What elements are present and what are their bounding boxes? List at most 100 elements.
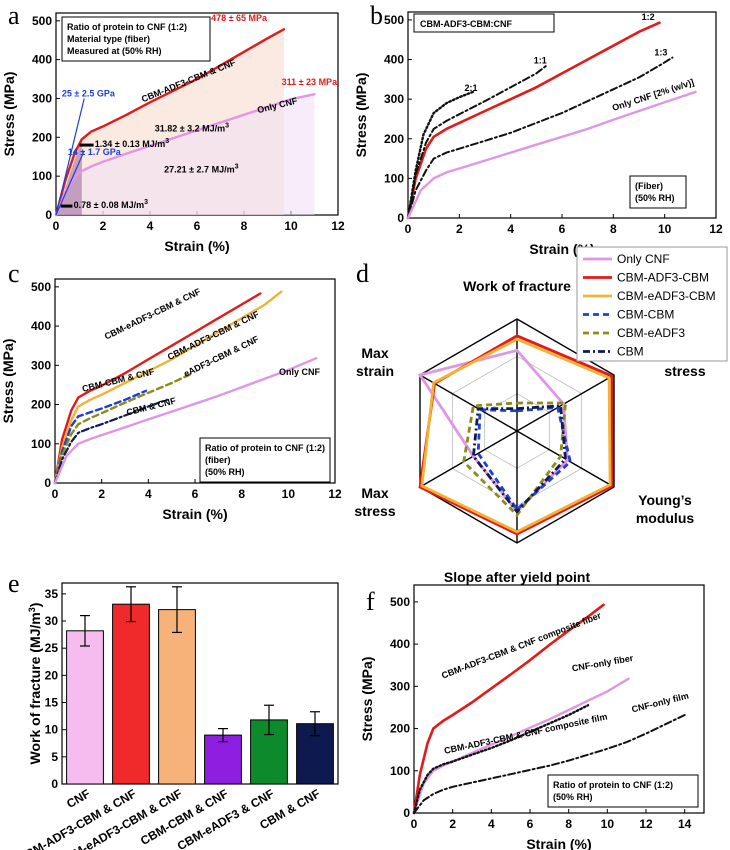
y-tick-label: 400 [32, 53, 52, 67]
x-tick-label: 12 [709, 222, 723, 236]
radar-axis [419, 374, 615, 488]
x-tick-label: 0 [53, 219, 60, 233]
panel-letter-f: f [366, 587, 375, 616]
modulus-line [55, 98, 85, 216]
x-tick-label: 0 [52, 487, 59, 501]
y-axis-label: Stress (MPa) [0, 339, 16, 424]
y-axis-label: Stress (MPa) [353, 73, 369, 158]
x-tick-label: 6 [527, 817, 534, 831]
y-tick-label: 200 [31, 398, 51, 412]
x-tick-label: 10 [658, 222, 672, 236]
modulus-label: 25 ± 2.5 GPa [62, 89, 116, 99]
x-tick-label: 2 [449, 817, 456, 831]
x-axis-label: Strain (%) [526, 836, 591, 850]
y-tick-label: 30 [45, 614, 59, 628]
y-tick-label: 15 [45, 696, 59, 710]
title-box [413, 13, 555, 33]
y-tick-label: 400 [390, 637, 410, 651]
x-tick-label: 8 [610, 222, 617, 236]
x-tick-label: 0 [405, 222, 412, 236]
series-line [412, 704, 590, 815]
y-tick-label: 100 [390, 764, 410, 778]
x-tick-label: 0 [411, 817, 418, 831]
y-axis-label: Stress (MPa) [359, 657, 375, 742]
info-text: Ratio of protein to CNF (1:2) [205, 443, 325, 453]
series-label: 1:1 [534, 56, 547, 66]
x-tick-label: 6 [194, 219, 201, 233]
y-axis-label: Stress (MPa) [1, 72, 17, 157]
y-tick-label: 25 [45, 641, 59, 655]
energy-area-cnf [56, 94, 315, 215]
chart-a: 0 2 4 6 8 10 12 0 100 200 300 400 500 Strain (%) Stres… [1, 12, 345, 254]
y-tick-label: 500 [390, 595, 410, 609]
radar-series [420, 337, 612, 534]
panel-letter-e: e [8, 569, 20, 598]
unit-close: ) [27, 603, 43, 608]
series-line [53, 372, 194, 485]
radar-series [476, 406, 572, 512]
radar-axis-label: stress [354, 503, 395, 519]
series-line [406, 21, 661, 220]
unit-superscript: 3 [144, 199, 148, 206]
legend-box [576, 246, 728, 362]
x-tick-label: 12 [331, 219, 345, 233]
info-box [199, 437, 331, 483]
panel-letter-b: b [370, 1, 383, 30]
y-tick-label: 300 [32, 91, 52, 105]
info-text: Measured at (50% RH) [67, 46, 162, 56]
toughness-label: 31.82 ± 3.2 MJ/m3 [155, 122, 229, 133]
series-line [406, 90, 697, 220]
series-label: CNF-only fiber [571, 653, 634, 674]
y-tick-label: 0 [51, 777, 58, 791]
bar [112, 603, 150, 785]
series-label: CBM-ADF3-CBM & CNF composite film [443, 711, 608, 755]
y-tick-label: 300 [384, 92, 404, 106]
radar-axis-label: Slope after yield point [444, 569, 591, 585]
y-axis-label: Work of fracture (MJ/m3) [27, 603, 43, 765]
x-tick-label: 8 [565, 817, 572, 831]
series-line [407, 64, 548, 219]
x-tick-label: 4 [145, 487, 152, 501]
series-line-adf3 [54, 28, 286, 217]
y-tick-label: 0 [44, 476, 51, 490]
x-tick-label: 2 [100, 219, 107, 233]
bar [204, 734, 242, 785]
x-tick-label: CNF [64, 786, 92, 810]
max-stress-label: 311 ± 23 MPa [282, 77, 338, 87]
bar [66, 630, 104, 785]
info-text: (fiber) [205, 455, 231, 465]
series-line [412, 603, 605, 815]
modulus-label: 14 ± 1.7 GPa [68, 147, 122, 157]
x-tick-label: 10 [282, 487, 296, 501]
radar-axis-label: Work of fracture [463, 278, 571, 294]
y-tick-label: 300 [31, 358, 51, 372]
series-line [53, 389, 148, 485]
info-box [629, 175, 687, 209]
unit-superscript: 3 [27, 607, 37, 612]
y-tick-label: 400 [384, 53, 404, 67]
legend-label: CBM-ADF3-CBM [617, 271, 709, 285]
modulus-line [55, 150, 85, 216]
series-line [406, 90, 476, 220]
y-tick-label: 100 [31, 437, 51, 451]
series-line [407, 56, 674, 219]
y-tick-label: 400 [31, 319, 51, 333]
series-label: CBM-eADF3-CBM & CNF [103, 286, 203, 341]
radar-axis-label: stress [664, 363, 705, 379]
series-label: Only CNF [2% (w/v)] [611, 77, 695, 113]
legend-label: CBM-eADF3-CBM [617, 289, 716, 303]
y-tick-label: 300 [390, 679, 410, 693]
x-axis-label: Strain (%) [164, 238, 229, 254]
unit-superscript: 3 [225, 122, 229, 129]
series-label: CBM-CBM & CNF [81, 366, 156, 394]
unit-superscript: 3 [165, 138, 169, 145]
x-tick-label: 10 [601, 817, 615, 831]
unit-superscript: 3 [235, 163, 239, 170]
y-tick-label: 100 [384, 171, 404, 185]
info-text: (50% RH) [205, 467, 245, 477]
y-tick-label: 0 [403, 806, 410, 820]
y-tick-label: 500 [384, 13, 404, 27]
panel-letter-d: d [356, 259, 369, 288]
